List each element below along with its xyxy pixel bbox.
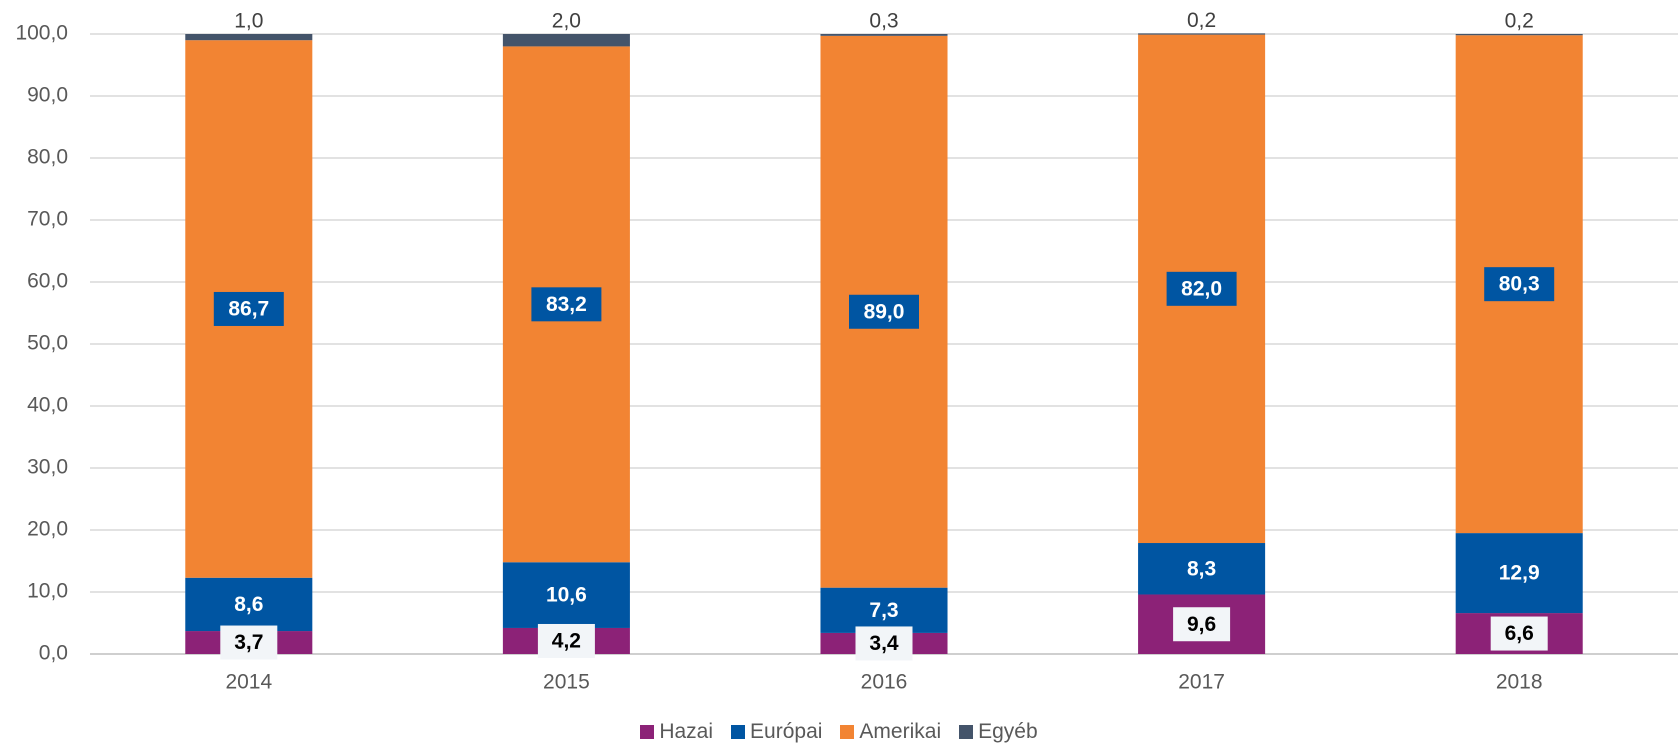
y-tick-label: 50,0 [27, 332, 68, 355]
label-box [1166, 271, 1237, 306]
label-box [1484, 267, 1555, 302]
bar-segment [1455, 533, 1583, 614]
chart: 0,0 10,0 20,0 30,0 40,0 50,0 60,0 70,0 80,0 90,0 1… [15, 9, 1678, 694]
legend-swatch [731, 725, 746, 739]
data-label: 0,2 [1187, 9, 1216, 32]
legend-label: Egyéb [978, 720, 1038, 743]
data-label: 4,2 [552, 630, 581, 653]
legend-swatch [959, 725, 974, 739]
x-tick-label: 2015 [543, 671, 590, 694]
y-tick-label: 70,0 [27, 208, 68, 231]
label-box [537, 623, 595, 658]
label-box [1490, 616, 1548, 651]
y-tick-label: 60,0 [27, 270, 68, 293]
bar-segment [820, 34, 948, 36]
data-label: 9,6 [1187, 613, 1216, 636]
bar-segment [502, 562, 630, 628]
bar-segment [502, 34, 630, 47]
legend-item: Amerikai [840, 720, 941, 744]
bar-segment [185, 34, 313, 41]
data-label: 2,0 [552, 10, 581, 33]
x-tick-label: 2014 [225, 671, 272, 694]
data-label: 89,0 [864, 300, 905, 323]
y-tick-label: 10,0 [27, 580, 68, 603]
data-label: 8,3 [1187, 557, 1216, 580]
y-tick-label: 80,0 [27, 146, 68, 169]
y-tick-label: 40,0 [27, 394, 68, 417]
legend-item: Európai [731, 720, 822, 744]
legend-label: Amerikai [859, 720, 942, 743]
data-label: 6,6 [1505, 622, 1534, 645]
legend-label: Hazai [659, 720, 714, 743]
y-tick-label: 100,0 [15, 22, 68, 45]
bar-segment [185, 577, 313, 632]
data-label: 80,3 [1499, 273, 1540, 296]
label-box [220, 625, 278, 660]
data-label: 10,6 [546, 584, 587, 607]
data-label: 1,0 [234, 10, 263, 33]
label-box [855, 626, 913, 661]
legend-item: Egyéb [959, 720, 1038, 744]
legend-swatch [640, 725, 655, 739]
data-label: 8,6 [234, 593, 263, 616]
data-label: 86,7 [228, 298, 269, 321]
legend-swatch [840, 725, 855, 739]
legend: Hazai Európai Amerikai Egyéb [0, 720, 1678, 744]
x-tick-label: 2018 [1496, 671, 1543, 694]
data-label: 3,7 [234, 631, 263, 654]
y-tick-label: 20,0 [27, 518, 68, 541]
bar-segment [1138, 33, 1266, 35]
data-label: 83,2 [546, 293, 587, 316]
x-tick-label: 2017 [1178, 671, 1225, 694]
legend-label: Európai [750, 720, 823, 743]
label-box [531, 287, 602, 322]
data-label: 12,9 [1499, 562, 1540, 585]
y-tick-label: 90,0 [27, 84, 68, 107]
data-label: 0,3 [869, 10, 898, 33]
data-label: 82,0 [1181, 277, 1222, 300]
legend-item: Hazai [640, 720, 713, 744]
data-label: 7,3 [869, 599, 898, 622]
label-box [213, 291, 284, 326]
data-label: 0,2 [1505, 10, 1534, 33]
bar-segment [1455, 34, 1583, 36]
y-tick-label: 0,0 [39, 642, 68, 665]
label-box [1173, 607, 1231, 642]
bar-segment [1138, 543, 1266, 595]
label-box [849, 294, 919, 329]
y-tick-label: 30,0 [27, 456, 68, 479]
x-tick-label: 2016 [861, 671, 908, 694]
data-label: 3,4 [869, 632, 899, 655]
bar-segment [820, 587, 948, 633]
